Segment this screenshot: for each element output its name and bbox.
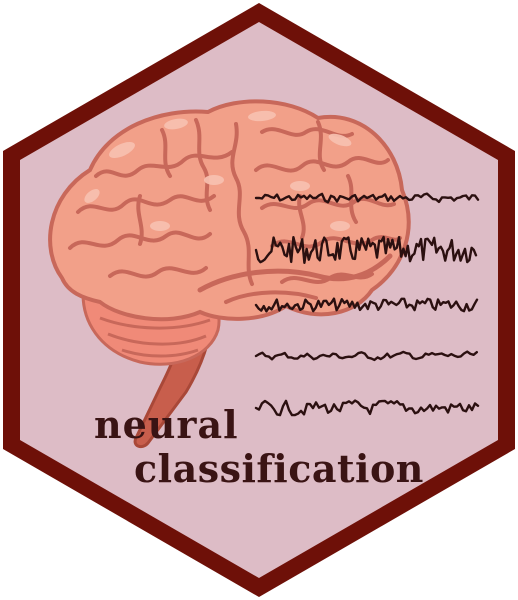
- logo-text-line1: neural: [94, 402, 239, 447]
- eeg-wave-2: [254, 235, 478, 264]
- eeg-waves-icon: [254, 192, 480, 417]
- eeg-wave-3: [254, 297, 479, 313]
- brain-highlights: [84, 110, 352, 231]
- eeg-wave-4: [254, 350, 478, 362]
- logo-text-line2: classification: [134, 446, 424, 491]
- eeg-wave-1: [254, 192, 480, 204]
- eeg-wave-5: [254, 399, 480, 417]
